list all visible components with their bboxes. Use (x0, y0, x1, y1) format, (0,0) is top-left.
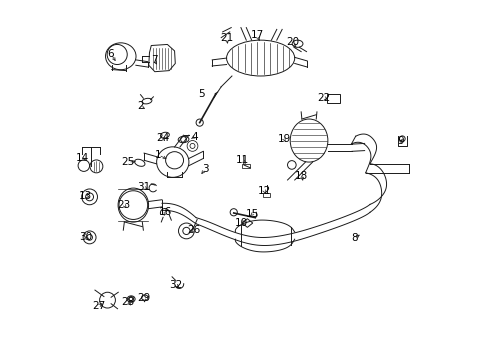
Text: 28: 28 (121, 297, 134, 307)
Text: 30: 30 (79, 232, 92, 242)
Text: 27: 27 (92, 301, 106, 311)
Text: 10: 10 (234, 218, 247, 228)
Text: 14: 14 (75, 153, 88, 163)
Text: 9: 9 (396, 136, 403, 145)
Text: 31: 31 (137, 182, 150, 192)
Text: 23: 23 (118, 200, 131, 210)
Text: 22: 22 (316, 93, 329, 103)
Text: 19: 19 (277, 134, 290, 144)
Text: 11: 11 (236, 155, 249, 165)
Text: 32: 32 (169, 280, 182, 290)
Text: 12: 12 (257, 186, 270, 196)
Text: 8: 8 (351, 233, 358, 243)
Text: 15: 15 (245, 209, 259, 219)
Text: 24: 24 (156, 133, 169, 143)
Text: 5: 5 (198, 89, 204, 99)
Text: 4: 4 (191, 132, 197, 142)
Text: 25: 25 (121, 157, 134, 167)
Text: 6: 6 (107, 49, 114, 59)
Text: 3: 3 (202, 164, 208, 174)
Text: 29: 29 (137, 293, 150, 303)
Text: 20: 20 (286, 37, 299, 47)
Text: 2: 2 (137, 102, 143, 112)
Text: 7: 7 (150, 55, 157, 65)
Text: 16: 16 (159, 207, 172, 217)
Text: 18: 18 (295, 171, 308, 181)
Text: 1: 1 (155, 150, 162, 160)
Text: 13: 13 (79, 191, 92, 201)
Text: 26: 26 (187, 225, 201, 235)
Text: 17: 17 (250, 30, 263, 40)
Text: 21: 21 (220, 33, 233, 43)
